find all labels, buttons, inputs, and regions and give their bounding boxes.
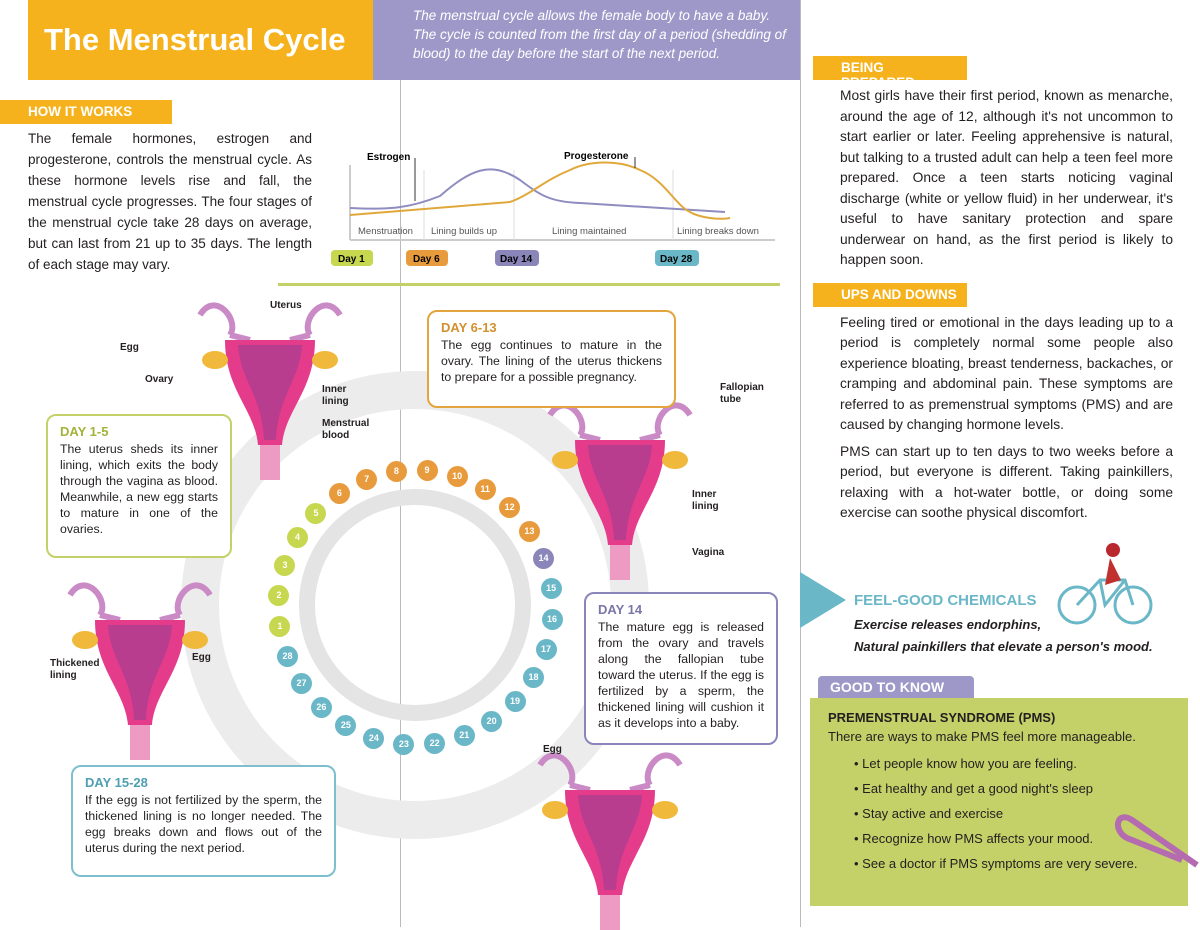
intro-banner: The menstrual cycle allows the female bo… xyxy=(373,0,800,80)
cycle-day-6: 6 xyxy=(328,483,350,505)
arrow-pointer-icon xyxy=(800,572,846,628)
progesterone-curve xyxy=(349,161,731,220)
phase-label: Lining builds up xyxy=(431,226,497,237)
stage-title: DAY 1-5 xyxy=(60,424,109,439)
uterus-label: Uterus xyxy=(270,300,302,311)
cyclist-icon xyxy=(1057,543,1153,625)
phase-label: Lining maintained xyxy=(552,226,626,237)
stage-text: The mature egg is released from the ovar… xyxy=(598,620,764,730)
stage-title: DAY 6-13 xyxy=(441,320,497,335)
hormone-chart: Estrogen Progesterone Menstruation Linin… xyxy=(331,151,775,266)
how-it-works-heading: HOW IT WORKS xyxy=(0,100,172,124)
day-1-tag: Day 1 xyxy=(338,254,365,265)
vagina-label: Vagina xyxy=(692,547,725,558)
cycle-day-26: 26 xyxy=(310,696,332,718)
paperclip-icon xyxy=(1115,814,1199,868)
inner-lining-label: Inner lining xyxy=(692,489,719,512)
cycle-day-18: 18 xyxy=(522,666,544,688)
egg-label: Egg xyxy=(543,744,562,755)
cycle-day-21: 21 xyxy=(453,725,475,746)
right-column: BEING PREPARED Most girls have their fir… xyxy=(813,56,1173,524)
cycle-day-20: 20 xyxy=(481,710,503,732)
good-to-know-heading: GOOD TO KNOW xyxy=(818,676,974,700)
cycle-day-12: 12 xyxy=(499,497,521,519)
pms-tip: • Recognize how PMS affects your mood. xyxy=(854,831,1094,846)
egg-label: Egg xyxy=(192,652,211,663)
cycle-day-5: 5 xyxy=(305,502,327,524)
cycle-day-16: 16 xyxy=(541,608,563,630)
uterus-illustration-day6 xyxy=(520,400,720,580)
pms-tip: • Let people know how you are feeling. xyxy=(854,756,1077,771)
cycle-day-1: 1 xyxy=(269,616,291,638)
pms-tip: • See a doctor if PMS symptoms are very … xyxy=(854,856,1138,871)
pms-tip: • Eat healthy and get a good night's sle… xyxy=(854,781,1094,796)
stage-box-day-6-13: DAY 6-13 The egg continues to mature in t… xyxy=(427,310,676,408)
cycle-day-2: 2 xyxy=(268,585,290,607)
day-28-tag: Day 28 xyxy=(660,254,693,265)
thickened-lining-label: Thickened lining xyxy=(50,658,100,681)
feel-good-text: Exercise releases endorphins, Natural pai… xyxy=(854,614,1153,658)
stage-text: The uterus sheds its inner lining, which… xyxy=(60,442,218,536)
feel-good-line: Exercise releases endorphins, xyxy=(854,617,1042,632)
page-title: The Menstrual Cycle xyxy=(28,0,373,80)
cycle-day-8: 8 xyxy=(385,461,407,483)
inner-lining-label: Inner lining xyxy=(322,384,349,407)
cycle-day-22: 22 xyxy=(424,732,446,754)
pms-intro: There are ways to make PMS feel more man… xyxy=(828,729,1136,744)
estrogen-label: Estrogen xyxy=(367,152,410,163)
feel-good-heading: FEEL-GOOD CHEMICALS xyxy=(854,592,1037,609)
ups-and-downs-heading: UPS AND DOWNS xyxy=(813,282,967,307)
day-14-tag: Day 14 xyxy=(500,254,533,265)
cycle-day-7: 7 xyxy=(356,468,378,490)
cycle-day-9: 9 xyxy=(416,460,438,482)
cycle-day-24: 24 xyxy=(363,727,385,749)
being-prepared-text: Most girls have their first period, know… xyxy=(840,88,1173,267)
cycle-day-27: 27 xyxy=(291,673,313,695)
stage-box-day-14: DAY 14 The mature egg is released from th… xyxy=(584,592,778,745)
cycle-day-4: 4 xyxy=(287,527,309,549)
pms-tip: • Stay active and exercise xyxy=(854,806,1004,821)
menstrual-blood-label: Menstrual blood xyxy=(322,418,370,441)
stage-box-day-1-5: DAY 1-5 The uterus sheds its inner lining… xyxy=(46,414,232,558)
ovary-label: Ovary xyxy=(145,374,174,385)
cycle-day-23: 23 xyxy=(393,733,415,755)
being-prepared-heading: BEING PREPARED xyxy=(813,56,967,90)
cycle-day-19: 19 xyxy=(504,691,526,713)
estrogen-curve xyxy=(349,168,726,213)
divider-line xyxy=(278,283,780,286)
cycle-day-15: 15 xyxy=(540,577,562,599)
stage-text: If the egg is not fertilized by the sper… xyxy=(85,793,322,855)
uterus-illustration-day14 xyxy=(500,740,720,930)
pms-heading: PREMENSTRUAL SYNDROME (PMS) xyxy=(828,710,1056,725)
how-it-works-text: The female hormones, estrogen and proges… xyxy=(28,131,312,272)
stage-text: The egg continues to mature in the ovary… xyxy=(441,338,662,384)
fallopian-tube-label: Fallopian tube xyxy=(720,382,764,405)
cycle-day-11: 11 xyxy=(474,479,496,501)
day-6-tag: Day 6 xyxy=(413,254,440,265)
progesterone-label: Progesterone xyxy=(564,151,629,162)
stage-box-day-15-28: DAY 15-28 If the egg is not fertilized by… xyxy=(71,765,336,877)
pms-tips-list: • Let people know how you are feeling. • … xyxy=(828,756,1170,871)
stage-title: DAY 15-28 xyxy=(85,775,148,790)
feel-good-line: Natural painkillers that elevate a perso… xyxy=(854,639,1153,654)
page-divider xyxy=(800,0,801,927)
stage-title: DAY 14 xyxy=(598,602,643,617)
phase-label: Menstruation xyxy=(358,226,413,237)
cycle-day-25: 25 xyxy=(335,714,357,736)
cycle-day-10: 10 xyxy=(446,466,468,488)
good-to-know-box: PREMENSTRUAL SYNDROME (PMS) There are wa… xyxy=(810,698,1188,906)
phase-label: Lining breaks down xyxy=(677,226,759,237)
ups-and-downs-text-1: Feeling tired or emotional in the days l… xyxy=(840,314,1173,433)
cycle-day-28: 28 xyxy=(276,645,298,667)
egg-label: Egg xyxy=(120,342,139,353)
cycle-day-17: 17 xyxy=(535,638,557,660)
cycle-day-13: 13 xyxy=(518,520,540,542)
cycle-day-3: 3 xyxy=(274,555,296,577)
ups-and-downs-text-2: PMS can start up to ten days to two week… xyxy=(840,443,1173,521)
cycle-day-14: 14 xyxy=(533,548,554,570)
